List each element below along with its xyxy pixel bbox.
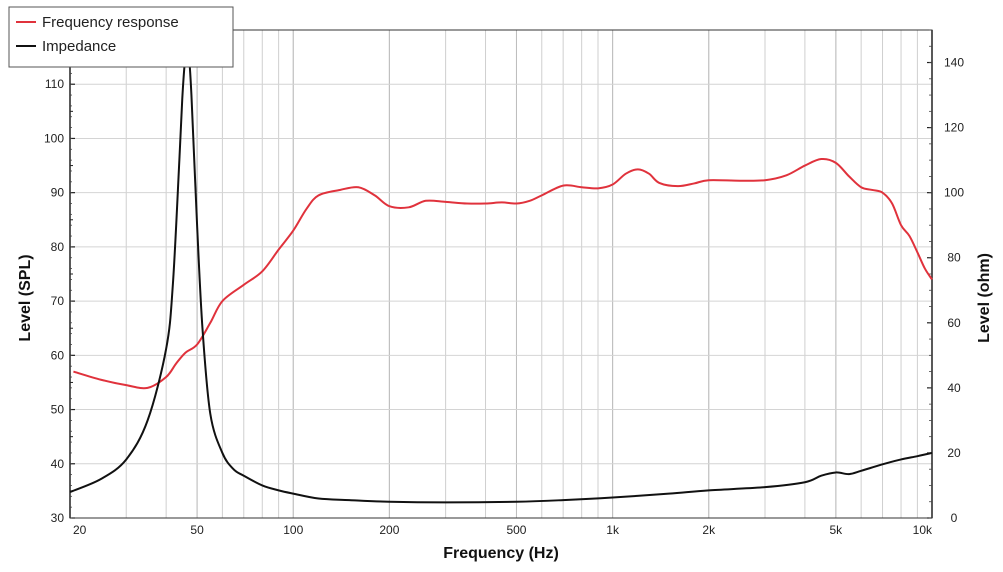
left-tick-label: 80 <box>51 240 65 254</box>
right-y-axis-title: Level (ohm) <box>976 253 993 343</box>
x-tick-label: 5k <box>830 523 844 537</box>
left-tick-label: 40 <box>51 457 65 471</box>
x-tick-label: 200 <box>379 523 399 537</box>
legend-label-frequency-response: Frequency response <box>42 14 179 31</box>
right-tick-label: 60 <box>947 316 961 330</box>
left-tick-label: 30 <box>51 511 65 525</box>
left-y-axis-title: Level (SPL) <box>17 254 34 341</box>
left-tick-label: 50 <box>51 403 65 417</box>
x-tick-label: 2k <box>702 523 716 537</box>
series-line-impedance <box>69 48 933 504</box>
legend-box <box>8 6 234 68</box>
right-tick-label: 120 <box>944 121 964 135</box>
x-tick-label: 20 <box>73 523 87 537</box>
series-line-frequency-response <box>73 157 933 390</box>
left-tick-label: 70 <box>51 294 65 308</box>
legend: Frequency response Impedance <box>8 6 234 68</box>
x-tick-label: 50 <box>190 523 204 537</box>
left-tick-label: 110 <box>45 77 64 91</box>
right-tick-label: 80 <box>947 251 961 265</box>
series-layer <box>69 48 933 504</box>
right-tick-label: 20 <box>947 446 961 460</box>
right-tick-label: 100 <box>944 186 964 200</box>
right-tick-label: 0 <box>951 511 958 525</box>
right-tick-label: 40 <box>947 381 961 395</box>
legend-label-impedance: Impedance <box>42 38 116 55</box>
left-tick-label: 60 <box>51 348 65 362</box>
right-tick-label: 140 <box>944 56 964 70</box>
x-axis-title: Frequency (Hz) <box>443 545 559 562</box>
left-tick-label: 100 <box>44 131 64 145</box>
left-tick-label: 90 <box>51 186 65 200</box>
x-tick-label: 100 <box>283 523 303 537</box>
x-tick-label: 500 <box>506 523 526 537</box>
x-tick-label: 10k <box>913 523 933 537</box>
x-tick-label: 1k <box>606 523 620 537</box>
